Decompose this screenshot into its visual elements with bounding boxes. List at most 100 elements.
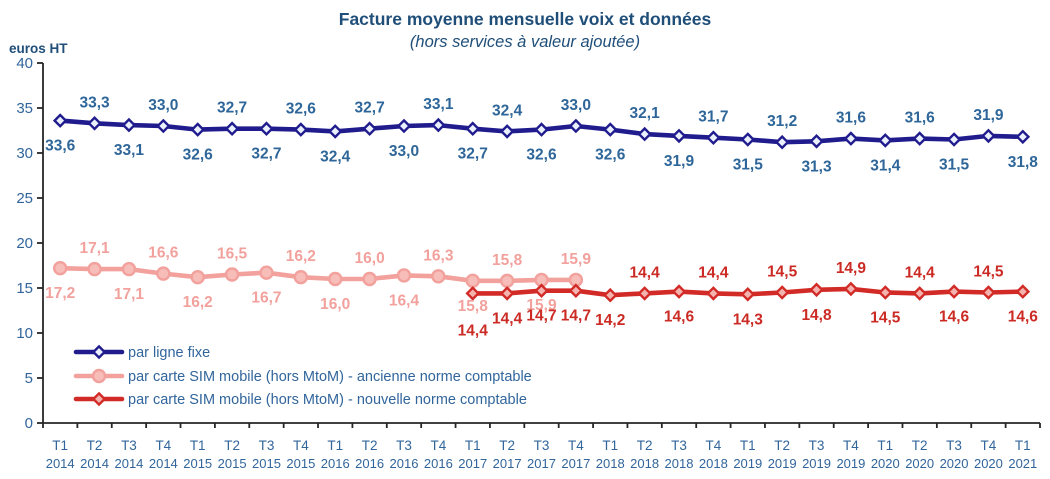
data-point-label: 16,4 (389, 292, 420, 309)
x-tick-label-quarter: T1 (465, 438, 481, 453)
x-tick-label-quarter: T2 (87, 438, 103, 453)
y-tick-label: 10 (16, 325, 33, 342)
x-tick-label-quarter: T2 (224, 438, 240, 453)
data-point-label: 31,9 (664, 153, 695, 170)
legend-item: par carte SIM mobile (hors MtoM) - nouve… (73, 391, 527, 408)
data-point-label: 14,9 (836, 260, 867, 277)
x-tick-label-quarter: T4 (293, 438, 309, 453)
x-tick-label-year: 2015 (183, 456, 212, 471)
data-point-marker (499, 286, 515, 301)
data-point-marker (190, 270, 205, 285)
data-point-marker (52, 261, 68, 276)
series-group (52, 113, 1031, 303)
data-point-label: 31,8 (1008, 154, 1039, 171)
data-point-label: 33,0 (561, 97, 591, 114)
x-tick-label-quarter: T4 (155, 438, 171, 453)
data-point-marker (396, 118, 412, 134)
series-line-sim-ancienne-norme (57, 265, 579, 284)
data-point-label: 16,5 (217, 246, 248, 263)
y-tick-label: 15 (16, 280, 33, 297)
y-tick-label: 25 (16, 190, 33, 207)
legend-group: par ligne fixe par carte SIM mobile (hors… (73, 344, 532, 408)
data-point-label: 32,6 (183, 147, 214, 164)
data-point-label: 32,7 (458, 146, 488, 163)
data-point-label: 31,6 (836, 110, 867, 127)
data-point-label: 14,4 (698, 264, 729, 281)
x-tick-label-year: 2016 (390, 456, 419, 471)
x-tick-label-year: 2016 (355, 456, 384, 471)
data-point-label: 31,5 (733, 157, 764, 174)
y-tick-label: 35 (16, 100, 33, 117)
x-tick-label-year: 2019 (768, 456, 797, 471)
data-point-label: 14,5 (973, 264, 1004, 281)
data-point-label: 33,1 (114, 142, 145, 159)
data-point-label: 31,3 (801, 158, 832, 175)
data-point-marker (259, 121, 274, 136)
data-point-marker (431, 117, 446, 133)
data-point-marker (1015, 129, 1031, 145)
data-point-label: 32,7 (355, 100, 385, 117)
chart-subtitle: (hors services à valeur ajoutée) (409, 33, 641, 51)
y-tick-label: 20 (16, 235, 33, 252)
data-point-label: 16,2 (286, 248, 316, 265)
data-point-label: 32,7 (251, 146, 281, 163)
data-point-marker (156, 266, 171, 281)
data-point-marker (121, 261, 137, 277)
data-point-label: 32,1 (630, 105, 661, 122)
data-point-marker (224, 121, 240, 136)
legend-label: par carte SIM mobile (hors MtoM) - ancie… (128, 369, 532, 385)
x-tick-label-year: 2015 (286, 456, 315, 471)
data-point-label: 14,6 (664, 309, 695, 326)
data-point-marker (328, 271, 343, 287)
x-tick-label-quarter: T1 (327, 438, 343, 453)
data-point-label: 33,0 (389, 143, 419, 160)
x-tick-label-year: 2019 (836, 456, 865, 471)
x-tick-label-quarter: T2 (499, 438, 515, 453)
data-point-marker (568, 283, 584, 298)
x-tick-label-year: 2018 (630, 456, 659, 471)
data-point-marker (293, 270, 309, 285)
x-axis-labels-group: T1 2014 T2 2014 T3 2014 T4 2014 T1 2015 T2 2015 T3 20… (46, 438, 1038, 471)
data-point-marker (774, 285, 790, 300)
legend-marker (91, 368, 107, 384)
data-point-label: 15,9 (526, 297, 557, 314)
data-point-label: 14,4 (905, 264, 936, 281)
x-tick-label-year: 2014 (114, 456, 143, 471)
data-point-label: 14,5 (767, 264, 798, 281)
y-axis-unit-label: euros HT (9, 41, 68, 56)
data-point-marker (671, 284, 687, 299)
data-point-label: 32,6 (526, 147, 557, 164)
x-tick-label-quarter: T1 (877, 438, 893, 453)
data-point-marker (568, 118, 584, 134)
x-tick-label-year: 2016 (424, 456, 453, 471)
data-point-label: 14,4 (458, 322, 489, 339)
data-point-marker (362, 121, 377, 136)
data-point-label: 32,4 (320, 148, 351, 165)
x-tick-label-year: 2020 (974, 456, 1003, 471)
data-point-marker (327, 124, 343, 139)
x-tick-label-quarter: T4 (981, 438, 997, 453)
x-tick-label-quarter: T4 (430, 438, 446, 453)
data-point-marker (499, 273, 515, 288)
data-point-marker (156, 118, 171, 134)
x-tick-label-year: 2020 (940, 456, 969, 471)
data-point-label: 32,6 (286, 101, 317, 118)
y-tick-label: 0 (25, 415, 33, 432)
x-tick-label-quarter: T3 (946, 438, 962, 453)
legend-marker (91, 391, 107, 407)
x-tick-label-year: 2014 (46, 456, 75, 471)
data-point-marker (809, 134, 824, 149)
data-point-marker (465, 121, 481, 136)
data-point-marker (362, 271, 377, 287)
data-point-label: 15,9 (561, 251, 592, 268)
data-point-marker (912, 286, 927, 301)
legend-item: par carte SIM mobile (hors MtoM) - ancie… (73, 368, 532, 385)
data-point-label: 31,5 (939, 157, 970, 174)
data-point-label: 31,4 (870, 157, 901, 174)
data-point-label: 14,6 (1008, 309, 1039, 326)
data-point-label: 31,6 (905, 110, 936, 127)
x-tick-label-year: 2020 (905, 456, 934, 471)
x-tick-label-year: 2021 (1008, 456, 1037, 471)
data-point-marker (637, 286, 652, 301)
data-point-label: 14,4 (492, 310, 523, 327)
